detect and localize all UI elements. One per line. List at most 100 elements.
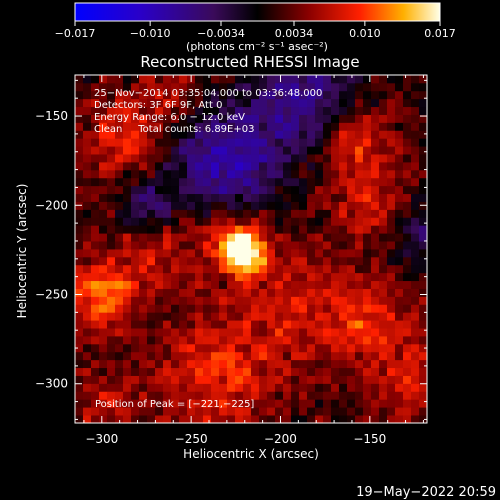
- heatmap-cell: [347, 383, 356, 392]
- heatmap-cell: [259, 114, 268, 123]
- heatmap-cell: [331, 336, 340, 345]
- heatmap-cell: [395, 359, 404, 369]
- heatmap-cell: [371, 201, 380, 210]
- heatmap-cell: [163, 233, 172, 242]
- heatmap-cell: [179, 185, 188, 195]
- heatmap-cell: [219, 280, 228, 289]
- heatmap-cell: [355, 185, 364, 195]
- heatmap-cell: [363, 288, 372, 297]
- heatmap-cell: [83, 233, 92, 242]
- heatmap-cell: [227, 75, 236, 84]
- heatmap-cell: [387, 217, 396, 226]
- heatmap-cell: [363, 98, 372, 108]
- heatmap-cell: [291, 201, 300, 210]
- heatmap-cell: [155, 367, 164, 376]
- heatmap-cell: [355, 106, 364, 115]
- heatmap-cell: [171, 343, 180, 353]
- heatmap-cell: [355, 122, 364, 131]
- heatmap-cell: [395, 343, 404, 353]
- heatmap-cell: [347, 185, 356, 195]
- heatmap-cell: [203, 343, 212, 353]
- heatmap-cell: [283, 415, 292, 424]
- heatmap-cell: [323, 343, 332, 353]
- heatmap-cell: [243, 209, 252, 218]
- heatmap-cell: [123, 90, 132, 100]
- heatmap-cell: [323, 201, 332, 210]
- heatmap-cell: [123, 359, 132, 369]
- heatmap-cell: [323, 272, 332, 282]
- heatmap-cell: [171, 201, 180, 210]
- heatmap-cell: [91, 185, 100, 195]
- heatmap-cell: [339, 75, 348, 84]
- heatmap-cell: [411, 359, 420, 369]
- heatmap-cell: [99, 367, 108, 376]
- heatmap-cell: [411, 415, 420, 424]
- heatmap-cell: [179, 383, 188, 392]
- heatmap-cell: [203, 106, 212, 115]
- heatmap-cell: [283, 367, 292, 376]
- heatmap-cell: [419, 122, 428, 131]
- heatmap-cell: [259, 169, 268, 179]
- heatmap-cell: [355, 320, 364, 329]
- heatmap-cell: [411, 375, 420, 384]
- heatmap-cell: [299, 98, 308, 108]
- heatmap-cell: [347, 90, 356, 100]
- heatmap-cell: [371, 162, 380, 171]
- heatmap-cell: [403, 209, 412, 218]
- heatmap-cell: [123, 138, 132, 147]
- heatmap-cell: [171, 177, 180, 187]
- heatmap-cell: [123, 82, 132, 92]
- heatmap-cell: [259, 336, 268, 345]
- heatmap-cell: [307, 312, 316, 321]
- heatmap-cell: [75, 225, 84, 234]
- heatmap-cell: [323, 106, 332, 115]
- heatmap-cell: [419, 407, 428, 416]
- heatmap-cell: [235, 336, 244, 345]
- heatmap-cell: [267, 162, 276, 171]
- heatmap-cell: [339, 241, 348, 250]
- heatmap-cell: [203, 336, 212, 345]
- heatmap-cell: [195, 114, 204, 123]
- heatmap-cell: [371, 272, 380, 282]
- heatmap-cell: [211, 193, 220, 202]
- heatmap-cell: [235, 98, 244, 108]
- heatmap-cell: [235, 90, 244, 100]
- heatmap-cell: [379, 225, 388, 234]
- heatmap-cell: [371, 391, 380, 400]
- heatmap-cell: [123, 185, 132, 195]
- heatmap-cell: [187, 343, 196, 353]
- heatmap-cell: [403, 336, 412, 345]
- heatmap-cell: [323, 351, 332, 361]
- heatmap-cell: [107, 351, 116, 361]
- heatmap-cell: [243, 304, 252, 313]
- heatmap-cell: [139, 241, 148, 250]
- heatmap-cell: [283, 359, 292, 369]
- heatmap-cell: [91, 391, 100, 400]
- heatmap-cell: [187, 264, 196, 274]
- heatmap-cell: [107, 367, 116, 376]
- heatmap-cell: [251, 296, 260, 305]
- heatmap-cell: [347, 296, 356, 305]
- heatmap-cell: [179, 359, 188, 369]
- heatmap-cell: [259, 407, 268, 416]
- heatmap-cell: [179, 407, 188, 416]
- heatmap-cell: [259, 288, 268, 297]
- heatmap-cell: [179, 304, 188, 313]
- heatmap-cell: [91, 241, 100, 250]
- heatmap-cell: [395, 249, 404, 258]
- heatmap-cell: [171, 312, 180, 321]
- heatmap-cell: [139, 122, 148, 131]
- heatmap-cell: [307, 130, 316, 139]
- heatmap-cell: [75, 304, 84, 313]
- heatmap-cell: [203, 193, 212, 202]
- heatmap-cell: [259, 320, 268, 329]
- heatmap-cell: [195, 280, 204, 289]
- heatmap-cell: [339, 383, 348, 392]
- heatmap-cell: [379, 359, 388, 369]
- heatmap-cell: [387, 367, 396, 376]
- heatmap-cell: [75, 75, 84, 84]
- heatmap-cell: [147, 114, 156, 123]
- heatmap-cell: [235, 154, 244, 163]
- heatmap-cell: [91, 233, 100, 242]
- heatmap-cell: [243, 193, 252, 202]
